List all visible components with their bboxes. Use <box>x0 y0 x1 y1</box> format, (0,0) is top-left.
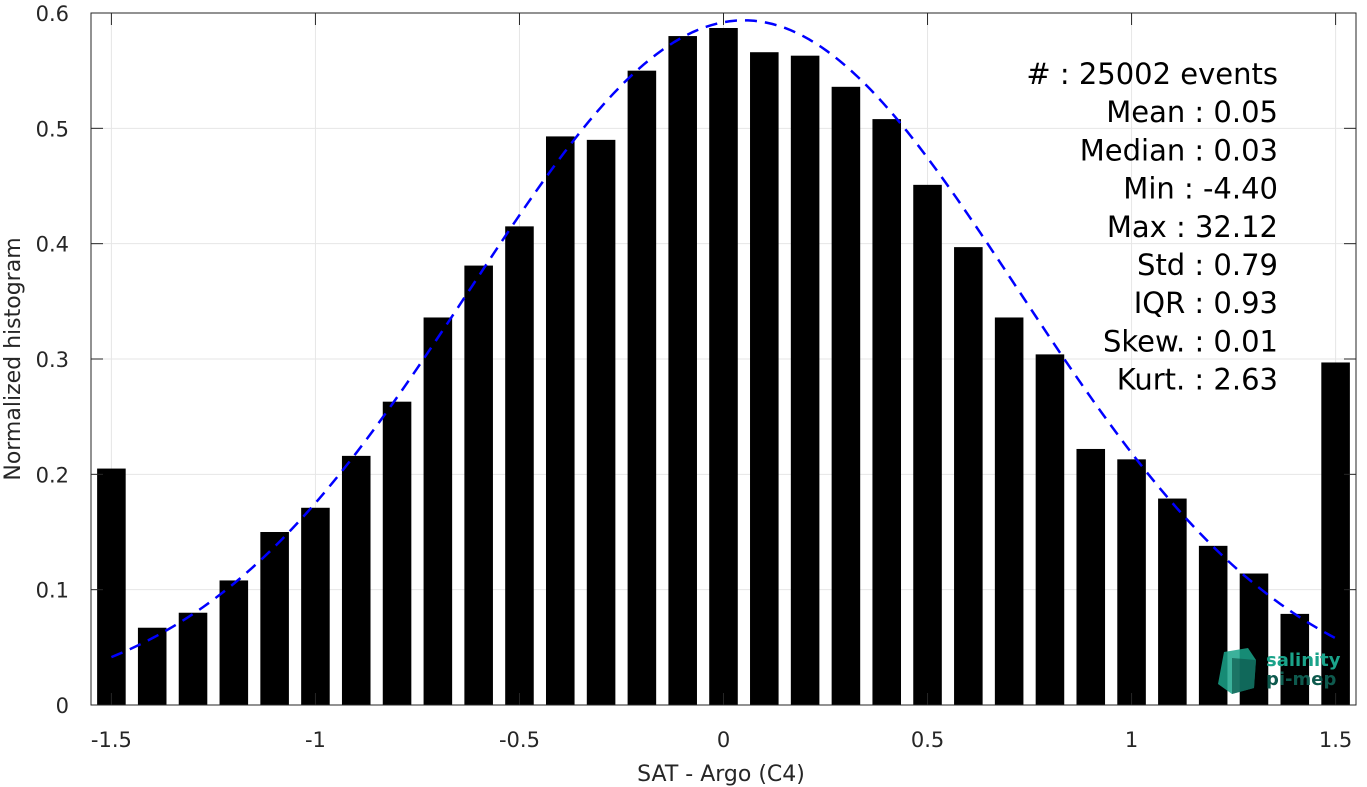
histogram-bar <box>994 317 1024 705</box>
histogram-bar <box>260 532 289 705</box>
x-tick-label: 0.5 <box>911 728 944 752</box>
histogram-bar <box>545 136 575 705</box>
histogram-bar <box>1117 459 1146 705</box>
y-tick-label: 0 <box>56 694 69 718</box>
histogram-bar <box>709 27 738 705</box>
histogram-bar <box>505 226 534 705</box>
stats-line: Min : -4.40 <box>1123 172 1278 206</box>
stats-box: # : 25002 events Mean : 0.05 Median : 0.03… <box>1026 57 1278 397</box>
histogram-bar <box>1035 354 1065 705</box>
stats-line: Mean : 0.05 <box>1106 95 1278 129</box>
y-tick-label: 0.3 <box>36 348 69 372</box>
logo-cube-shade-icon <box>1232 658 1256 694</box>
logo-text-line1: salinity <box>1266 650 1341 671</box>
y-tick-label: 0.1 <box>36 579 69 603</box>
histogram-bar <box>137 627 167 705</box>
axis-ticks <box>91 12 1356 706</box>
x-tick-label: -1 <box>305 728 326 752</box>
stats-line: Kurt. : 2.63 <box>1117 363 1278 397</box>
histogram-bar <box>586 139 616 705</box>
x-tick-label: 1.5 <box>1319 728 1352 752</box>
histogram-bar <box>301 507 330 705</box>
x-tick-label: 1 <box>1125 728 1138 752</box>
y-tick-labels: 0 0.1 0.2 0.3 0.4 0.5 0.6 <box>36 2 69 718</box>
y-tick-label: 0.6 <box>36 2 69 26</box>
histogram-bar <box>1076 448 1106 705</box>
salinity-pi-mep-logo: salinity pi-mep <box>1218 648 1341 694</box>
y-tick-label: 0.4 <box>36 233 69 257</box>
y-axis-title: Normalized histogram <box>1 237 26 480</box>
stats-line: Skew. : 0.01 <box>1103 324 1278 358</box>
histogram-bar <box>382 401 412 705</box>
histogram-bar <box>341 455 371 705</box>
x-tick-label: -1.5 <box>91 728 132 752</box>
histogram-bar <box>1280 613 1310 705</box>
histogram-bar <box>668 36 697 706</box>
histogram-bar <box>627 70 657 705</box>
y-tick-label: 0.5 <box>36 117 69 141</box>
x-axis-title: SAT - Argo (C4) <box>637 762 805 787</box>
histogram-bar <box>423 317 453 705</box>
stats-line: Std : 0.79 <box>1137 248 1278 282</box>
histogram-bar <box>872 119 902 705</box>
x-tick-labels: -1.5 -1 -0.5 0 0.5 1 1.5 <box>91 728 1352 752</box>
x-tick-label: 0 <box>717 728 730 752</box>
stats-line: IQR : 0.93 <box>1134 286 1278 320</box>
histogram-bar <box>219 580 249 705</box>
histogram-bar <box>954 247 983 706</box>
logo-text-line2: pi-mep <box>1266 669 1336 690</box>
histogram-bar <box>97 468 126 705</box>
histogram-bar <box>1321 362 1350 705</box>
x-tick-label: -0.5 <box>499 728 540 752</box>
histogram-bar <box>1158 498 1187 705</box>
stats-line: Max : 32.12 <box>1107 210 1278 244</box>
bars-layer <box>97 27 1350 706</box>
stats-line: # : 25002 events <box>1026 57 1278 91</box>
y-tick-label: 0.2 <box>36 463 69 487</box>
histogram-bar <box>750 52 779 706</box>
histogram-bar <box>913 184 942 705</box>
histogram-bar <box>178 612 208 705</box>
histogram-bar <box>831 86 861 705</box>
histogram-bar <box>464 265 493 705</box>
stats-line: Median : 0.03 <box>1080 133 1278 167</box>
histogram-bar <box>790 55 820 705</box>
